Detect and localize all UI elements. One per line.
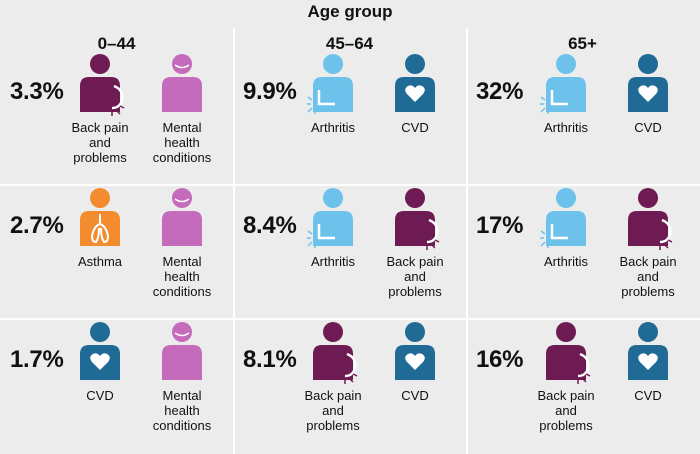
condition-label: Mental health conditions [152,254,212,299]
condition-label: Back pain and problems [304,388,362,433]
prevalence-value: 9.9% [243,78,297,105]
condition-label: Arthritis [310,254,356,269]
column-divider [466,28,468,454]
condition-mental-health: Mental health conditions [142,52,222,165]
condition-label: Mental health conditions [152,388,212,433]
back-pain-icon [375,186,455,250]
mental-health-icon [142,52,222,116]
condition-label: Back pain and problems [619,254,677,299]
condition-label: Back pain and problems [386,254,444,299]
chart-title: Age group [307,2,393,21]
condition-label: Back pain and problems [71,120,129,165]
condition-arthritis: Arthritis [526,186,606,269]
condition-mental-health: Mental health conditions [142,320,222,433]
cvd-icon [60,320,140,384]
condition-label: CVD [401,120,429,135]
condition-label: Arthritis [310,120,356,135]
arthritis-icon [293,52,373,116]
prevalence-value: 3.3% [10,78,64,105]
age-group-header: 45–64 [325,34,374,53]
comorbidity-cell: 8.1% Back pain and problems CVD [233,320,466,454]
condition-cvd: CVD [608,320,688,403]
condition-label: Mental health conditions [152,120,212,165]
age-group-header: 65+ [568,34,597,53]
condition-cvd: CVD [375,320,455,403]
condition-cvd: CVD [60,320,140,403]
prevalence-value: 2.7% [10,212,64,239]
condition-label: Arthritis [543,120,589,135]
condition-label: Back pain and problems [537,388,595,433]
condition-label: CVD [634,388,662,403]
arthritis-icon [293,186,373,250]
asthma-icon [60,186,140,250]
prevalence-value: 8.4% [243,212,297,239]
comorbidity-cell: 17% Arthritis Back pain and problems [466,186,699,320]
condition-back-pain: Back pain and problems [526,320,606,433]
comorbidity-cell: 8.4% Arthritis Back pain and problems [233,186,466,320]
comorbidity-cell: 2.7% Asthma Mental health conditions [0,186,233,320]
prevalence-value: 8.1% [243,346,297,373]
comorbidity-cell: 16% Back pain and problems CVD [466,320,699,454]
column-divider [233,28,235,454]
prevalence-value: 1.7% [10,346,64,373]
row-divider [0,184,700,186]
comorbidity-cell: 3.3% Back pain and problems Mental health con… [0,52,233,186]
row-divider [0,318,700,320]
cvd-icon [608,52,688,116]
back-pain-icon [293,320,373,384]
back-pain-icon [608,186,688,250]
arthritis-icon [526,186,606,250]
condition-label: Asthma [77,254,123,269]
comorbidity-cell: 9.9% Arthritis CVD [233,52,466,186]
age-group-header: 0–44 [97,34,136,53]
comorbidity-cell: 1.7% CVD Mental health conditions [0,320,233,454]
condition-back-pain: Back pain and problems [608,186,688,299]
condition-back-pain: Back pain and problems [375,186,455,299]
mental-health-icon [142,186,222,250]
arthritis-icon [526,52,606,116]
back-pain-icon [60,52,140,116]
cvd-icon [375,52,455,116]
condition-mental-health: Mental health conditions [142,186,222,299]
prevalence-value: 17% [476,212,524,239]
back-pain-icon [526,320,606,384]
condition-label: CVD [634,120,662,135]
cvd-icon [375,320,455,384]
condition-arthritis: Arthritis [293,186,373,269]
condition-label: Arthritis [543,254,589,269]
comorbidity-cell: 32% Arthritis CVD [466,52,699,186]
prevalence-value: 32% [476,78,524,105]
cvd-icon [608,320,688,384]
condition-cvd: CVD [375,52,455,135]
prevalence-value: 16% [476,346,524,373]
condition-back-pain: Back pain and problems [60,52,140,165]
condition-back-pain: Back pain and problems [293,320,373,433]
mental-health-icon [142,320,222,384]
condition-label: CVD [401,388,429,403]
condition-arthritis: Arthritis [526,52,606,135]
condition-arthritis: Arthritis [293,52,373,135]
condition-asthma: Asthma [60,186,140,269]
condition-cvd: CVD [608,52,688,135]
condition-label: CVD [86,388,114,403]
